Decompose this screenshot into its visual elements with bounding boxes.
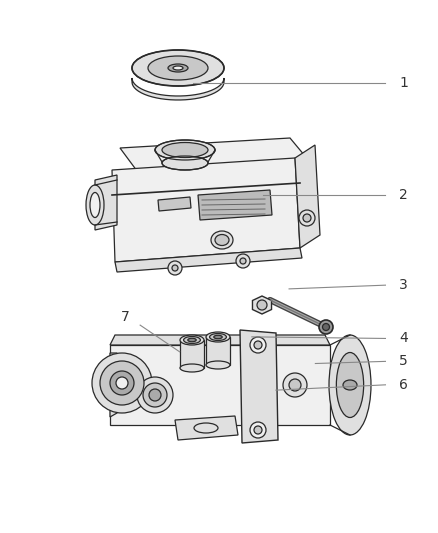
Circle shape [322, 324, 329, 330]
Text: 7: 7 [121, 310, 130, 324]
Text: 3: 3 [399, 278, 408, 292]
Polygon shape [158, 197, 191, 211]
Ellipse shape [211, 231, 233, 249]
Ellipse shape [90, 192, 100, 217]
Circle shape [149, 389, 161, 401]
Polygon shape [132, 78, 224, 100]
Ellipse shape [188, 338, 196, 342]
Circle shape [303, 214, 311, 222]
Circle shape [172, 265, 178, 271]
Circle shape [143, 383, 167, 407]
Ellipse shape [86, 185, 104, 225]
Ellipse shape [206, 361, 230, 369]
Ellipse shape [329, 335, 371, 435]
Polygon shape [240, 330, 278, 443]
Ellipse shape [173, 66, 183, 70]
Polygon shape [110, 353, 117, 417]
Ellipse shape [194, 423, 218, 433]
Text: 1: 1 [399, 76, 408, 90]
Circle shape [168, 261, 182, 275]
Circle shape [116, 377, 128, 389]
Ellipse shape [148, 56, 208, 80]
Ellipse shape [206, 332, 230, 342]
Circle shape [250, 337, 266, 353]
Circle shape [319, 320, 333, 334]
Circle shape [299, 210, 315, 226]
Ellipse shape [162, 156, 208, 170]
Ellipse shape [155, 140, 215, 160]
Ellipse shape [180, 335, 204, 345]
Ellipse shape [162, 142, 208, 157]
Text: 5: 5 [399, 354, 408, 368]
Circle shape [137, 377, 173, 413]
Polygon shape [110, 345, 330, 425]
Ellipse shape [168, 64, 188, 72]
Circle shape [289, 379, 301, 391]
Ellipse shape [180, 364, 204, 372]
Polygon shape [110, 335, 330, 345]
Polygon shape [120, 138, 310, 175]
Circle shape [254, 426, 262, 434]
Polygon shape [206, 337, 230, 365]
Ellipse shape [210, 334, 226, 341]
Polygon shape [198, 190, 272, 220]
Circle shape [236, 254, 250, 268]
Polygon shape [295, 145, 320, 248]
Ellipse shape [343, 380, 357, 390]
Ellipse shape [184, 336, 201, 343]
Circle shape [100, 361, 144, 405]
Text: 4: 4 [399, 332, 408, 345]
Polygon shape [95, 175, 117, 230]
Ellipse shape [336, 352, 364, 417]
Polygon shape [180, 340, 204, 368]
Polygon shape [115, 248, 302, 272]
Text: 2: 2 [399, 188, 408, 201]
Text: 6: 6 [399, 378, 408, 392]
Polygon shape [252, 296, 272, 314]
Ellipse shape [214, 335, 222, 339]
Ellipse shape [132, 50, 224, 86]
Circle shape [283, 373, 307, 397]
Circle shape [254, 341, 262, 349]
Circle shape [92, 353, 152, 413]
Ellipse shape [215, 235, 229, 246]
Circle shape [250, 422, 266, 438]
Circle shape [240, 258, 246, 264]
Circle shape [257, 300, 267, 310]
Circle shape [110, 371, 134, 395]
Polygon shape [112, 158, 300, 262]
Polygon shape [175, 416, 238, 440]
